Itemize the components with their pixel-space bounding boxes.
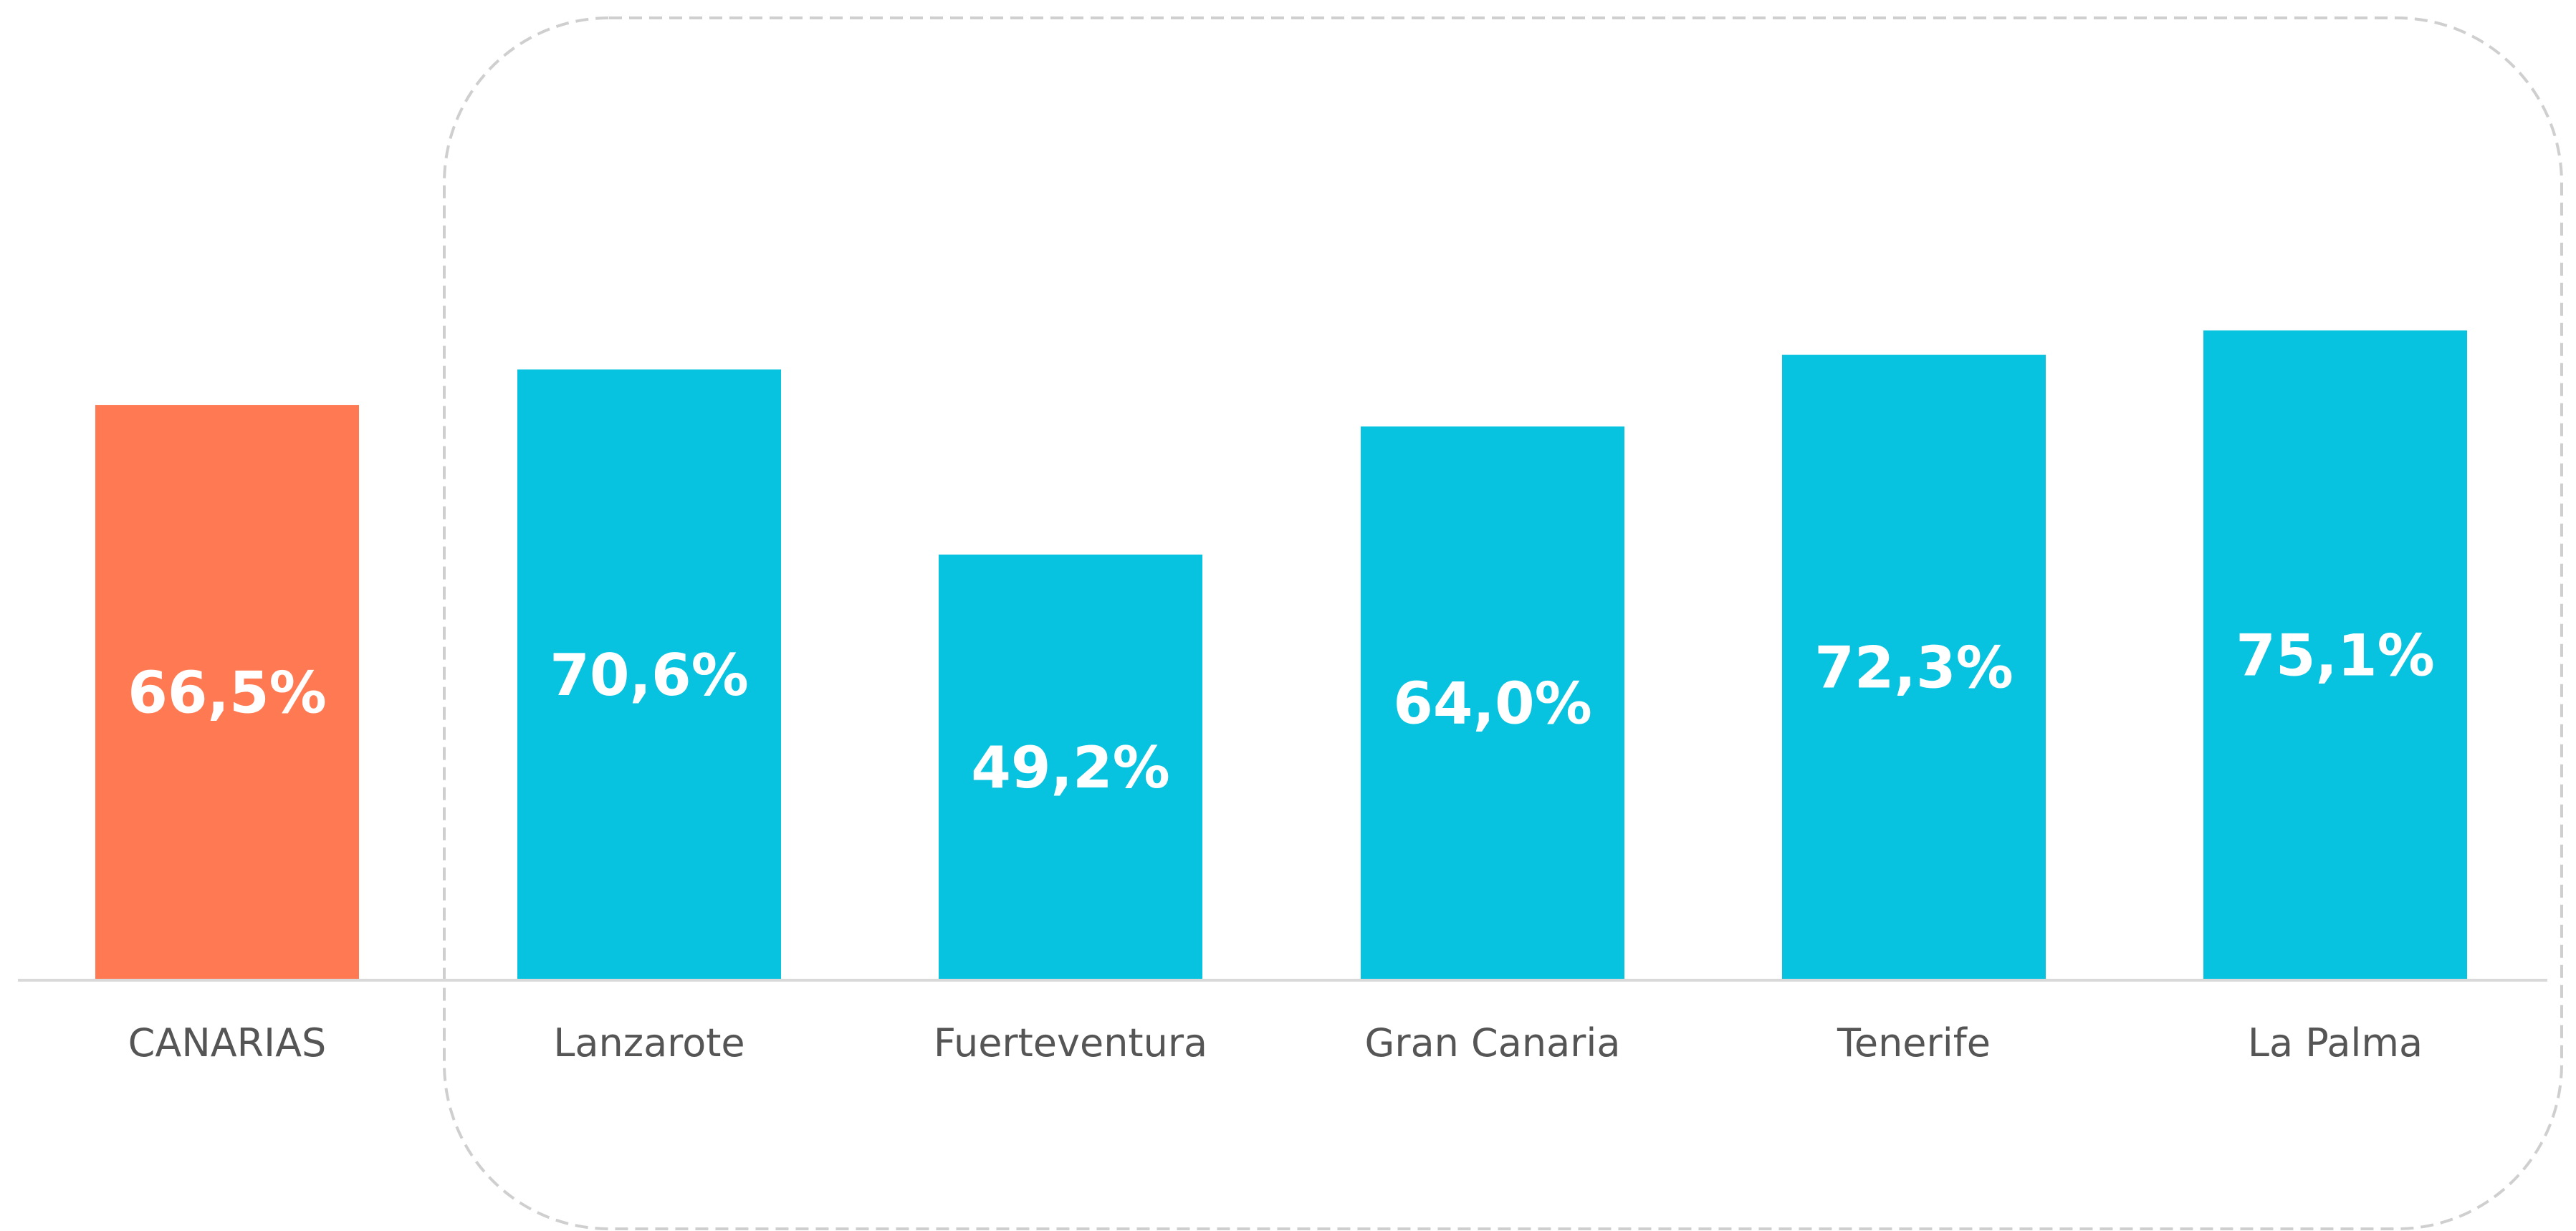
- category-label-la-palma: La Palma: [2248, 1020, 2423, 1065]
- bar-tenerife: [1782, 355, 2046, 980]
- data-label-tenerife: 72,3%: [1814, 635, 2014, 701]
- data-label-canarias: 66,5%: [128, 660, 327, 727]
- islands-group-frame: [443, 16, 2563, 1230]
- data-label-fuerteventura: 49,2%: [971, 734, 1170, 801]
- bars-layer: [95, 330, 2467, 980]
- bar-gran-canaria: [1361, 426, 1624, 980]
- bar-lanzarote: [517, 369, 781, 980]
- bar-fuerteventura: [939, 554, 1202, 980]
- bar-la-palma: [2203, 330, 2467, 980]
- category-labels-layer: CANARIAS Lanzarote Fuerteventura Gran Canar…: [128, 1020, 2423, 1065]
- data-labels-layer: 66,5% 70,6% 49,2% 64,0% 72,3% 75,1%: [128, 623, 2435, 801]
- data-label-la-palma: 75,1%: [2236, 623, 2435, 689]
- category-label-gran-canaria: Gran Canaria: [1365, 1020, 1621, 1065]
- bar-canarias: [95, 405, 359, 980]
- data-label-lanzarote: 70,6%: [550, 642, 749, 709]
- category-label-tenerife: Tenerife: [1837, 1020, 1991, 1065]
- category-label-canarias: CANARIAS: [128, 1020, 327, 1065]
- category-label-fuerteventura: Fuerteventura: [934, 1020, 1207, 1065]
- category-label-lanzarote: Lanzarote: [553, 1020, 744, 1065]
- data-label-gran-canaria: 64,0%: [1393, 671, 1592, 737]
